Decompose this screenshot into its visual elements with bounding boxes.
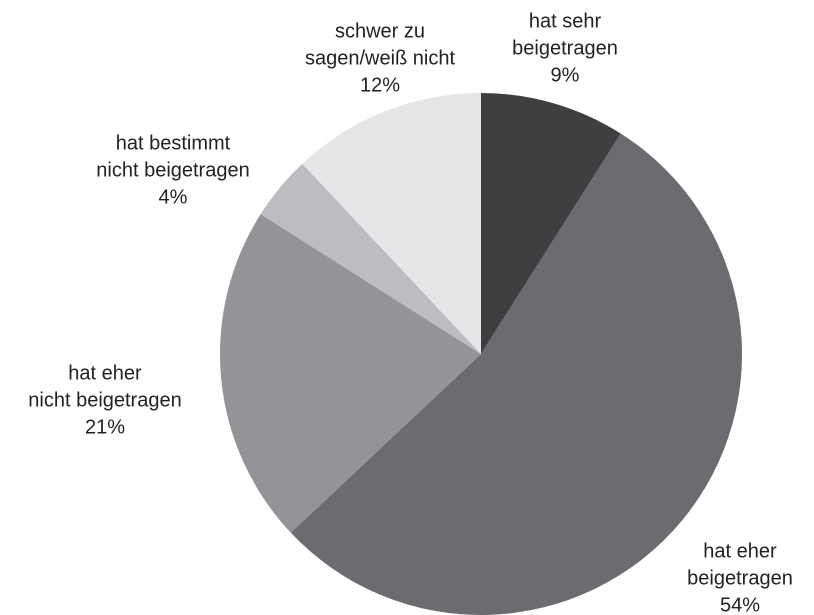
slice-value-label: 21% [85,416,125,438]
slice-label: hat sehr [529,10,602,32]
slice-value-label: 4% [159,186,188,208]
pie-slice [260,163,481,354]
slice-label: sagen/weiß nicht [305,47,456,69]
slice-value-label: 9% [551,64,580,86]
slice-label: beigetragen [512,37,618,59]
slice-value-label: 12% [360,74,400,96]
slice-label: schwer zu [335,20,425,42]
slice-label: nicht beigetragen [96,159,249,181]
pie-slice [302,93,481,354]
slice-label: hat bestimmt [116,132,231,154]
slice-label: beigetragen [687,567,793,589]
pie-slice [219,214,481,533]
slice-label: nicht beigetragen [28,389,181,411]
slice-value-label: 54% [720,594,760,615]
pie-slice [290,133,742,615]
pie-slice [481,93,621,354]
slice-label: hat eher [703,540,777,562]
slice-label: hat eher [68,362,142,384]
